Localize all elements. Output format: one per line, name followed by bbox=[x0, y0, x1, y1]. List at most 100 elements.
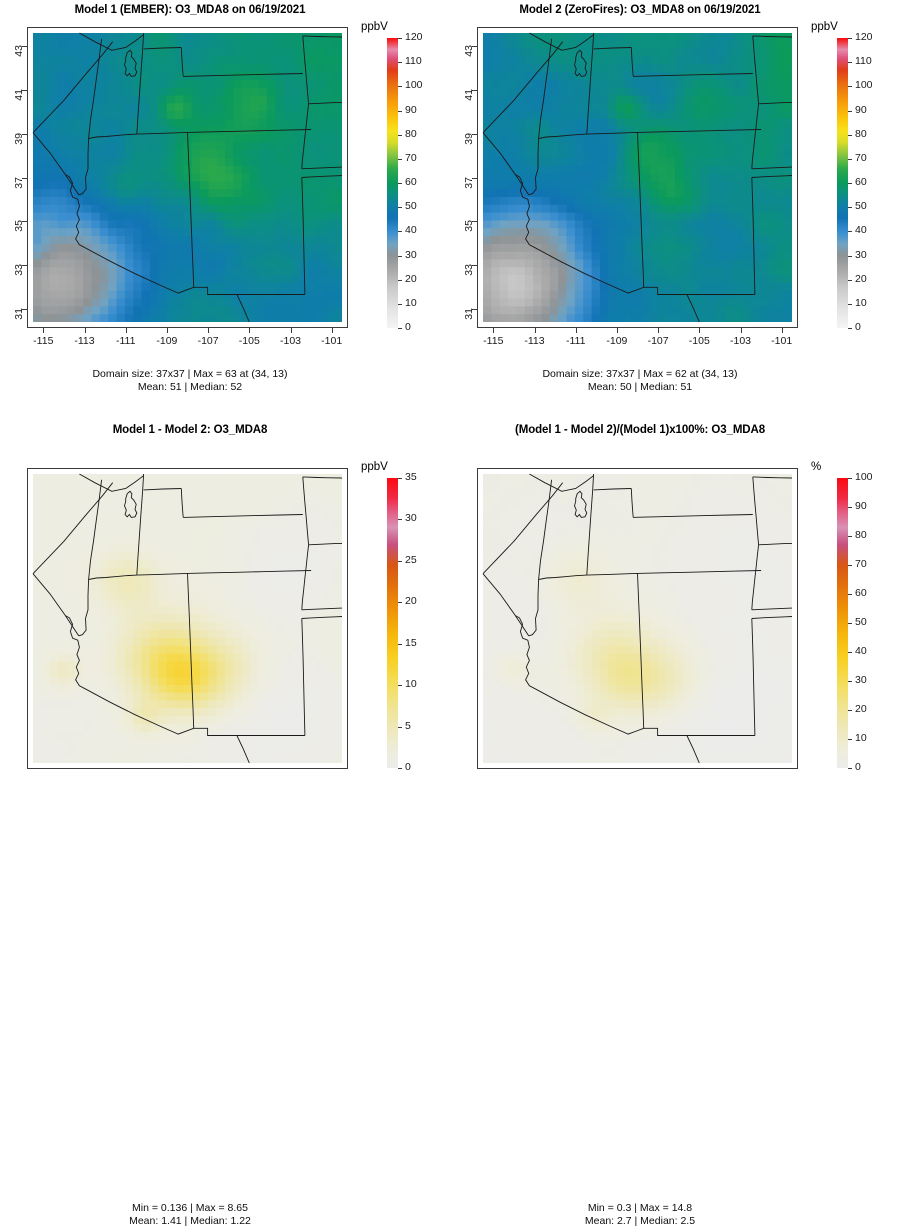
colorbar-tick-mark bbox=[398, 768, 402, 769]
colorbar-tick-mark bbox=[848, 507, 852, 508]
colorbar-tick-mark bbox=[398, 727, 402, 728]
x-tick-label: -101 bbox=[316, 335, 348, 347]
x-tick-mark bbox=[493, 328, 494, 333]
map-panel-model2: Model 2 (ZeroFires): O3_MDA8 on 06/19/20… bbox=[450, 0, 900, 420]
colorbar-tick-mark bbox=[848, 231, 852, 232]
colorbar-tick-mark bbox=[848, 111, 852, 112]
caption-line-1: Domain size: 37x37 | Max = 63 at (34, 13… bbox=[0, 368, 380, 381]
x-tick-mark bbox=[576, 328, 577, 333]
colorbar-tick-mark bbox=[848, 536, 852, 537]
panel-title: (Model 1 - Model 2)/(Model 1)x100%: O3_M… bbox=[450, 424, 830, 436]
colorbar-tick-label: 80 bbox=[855, 529, 867, 541]
x-tick-mark bbox=[249, 328, 250, 333]
colorbar-tick-label: 20 bbox=[855, 273, 867, 285]
colorbar-tick-mark bbox=[398, 519, 402, 520]
colorbar-unit-label: ppbV bbox=[361, 21, 388, 33]
x-tick-label: -109 bbox=[601, 335, 633, 347]
colorbar-tick-label: 60 bbox=[855, 176, 867, 188]
colorbar-tick-label: 0 bbox=[855, 761, 861, 773]
y-tick-label: 37 bbox=[463, 177, 475, 199]
x-tick-mark bbox=[43, 328, 44, 333]
colorbar-tick-label: 50 bbox=[405, 200, 417, 212]
colorbar-tick-label: 40 bbox=[855, 224, 867, 236]
colorbar-tick-label: 90 bbox=[405, 104, 417, 116]
colorbar-tick-label: 0 bbox=[405, 321, 411, 333]
x-tick-mark bbox=[85, 328, 86, 333]
panel-title: Model 1 (EMBER): O3_MDA8 on 06/19/2021 bbox=[0, 4, 380, 16]
colorbar-tick-mark bbox=[848, 280, 852, 281]
colorbar-tick-mark bbox=[398, 38, 402, 39]
caption-line-1: Domain size: 37x37 | Max = 62 at (34, 13… bbox=[450, 368, 830, 381]
colorbar-tick-mark bbox=[848, 159, 852, 160]
colorbar-tick-mark bbox=[848, 62, 852, 63]
x-tick-label: -107 bbox=[192, 335, 224, 347]
colorbar-tick-mark bbox=[398, 231, 402, 232]
y-tick-label: 35 bbox=[463, 220, 475, 242]
colorbar-tick-mark bbox=[398, 183, 402, 184]
colorbar-tick-mark bbox=[848, 652, 852, 653]
panel-caption: Domain size: 37x37 | Max = 63 at (34, 13… bbox=[0, 368, 380, 394]
colorbar-tick-mark bbox=[848, 183, 852, 184]
colorbar-tick-label: 70 bbox=[855, 152, 867, 164]
caption-line-2: Mean: 1.41 | Median: 1.22 bbox=[0, 1215, 380, 1228]
colorbar-tick-mark bbox=[848, 768, 852, 769]
colorbar-tick-label: 60 bbox=[855, 587, 867, 599]
y-tick-label: 37 bbox=[13, 177, 25, 199]
colorbar-tick-label: 30 bbox=[855, 674, 867, 686]
colorbar-tick-mark bbox=[398, 111, 402, 112]
colorbar-tick-label: 30 bbox=[405, 249, 417, 261]
colorbar-tick-mark bbox=[398, 207, 402, 208]
colorbar-tick-label: 100 bbox=[405, 79, 423, 91]
state-boundaries bbox=[28, 28, 347, 327]
y-tick-label: 31 bbox=[463, 308, 475, 330]
y-tick-label: 31 bbox=[13, 308, 25, 330]
x-tick-label: -113 bbox=[519, 335, 551, 347]
x-tick-label: -111 bbox=[110, 335, 142, 347]
x-tick-label: -113 bbox=[69, 335, 101, 347]
colorbar-tick-label: 15 bbox=[405, 637, 417, 649]
colorbar-tick-mark bbox=[398, 62, 402, 63]
caption-line-1: Min = 0.3 | Max = 14.8 bbox=[450, 1202, 830, 1215]
colorbar-tick-mark bbox=[398, 328, 402, 329]
colorbar-tick-label: 20 bbox=[855, 703, 867, 715]
colorbar-tick-label: 40 bbox=[855, 645, 867, 657]
x-tick-label: -103 bbox=[725, 335, 757, 347]
colorbar-tick-mark bbox=[398, 685, 402, 686]
x-tick-label: -107 bbox=[642, 335, 674, 347]
panel-title: Model 1 - Model 2: O3_MDA8 bbox=[0, 424, 380, 436]
x-tick-label: -105 bbox=[233, 335, 265, 347]
colorbar-tick-label: 35 bbox=[405, 471, 417, 483]
colorbar-tick-label: 70 bbox=[855, 558, 867, 570]
panel-caption: Domain size: 37x37 | Max = 62 at (34, 13… bbox=[450, 368, 830, 394]
y-tick-label: 41 bbox=[463, 89, 475, 111]
map-panel-diff_pct: (Model 1 - Model 2)/(Model 1)x100%: O3_M… bbox=[450, 420, 900, 840]
x-tick-label: -111 bbox=[560, 335, 592, 347]
state-boundaries bbox=[478, 28, 797, 327]
colorbar-tick-label: 90 bbox=[855, 104, 867, 116]
colorbar-tick-mark bbox=[398, 602, 402, 603]
x-tick-mark bbox=[167, 328, 168, 333]
colorbar-tick-label: 20 bbox=[405, 273, 417, 285]
colorbar-tick-mark bbox=[848, 135, 852, 136]
y-tick-label: 39 bbox=[463, 133, 475, 155]
colorbar-tick-label: 40 bbox=[405, 224, 417, 236]
colorbar-tick-mark bbox=[848, 207, 852, 208]
colorbar-tick-mark bbox=[848, 304, 852, 305]
x-tick-mark bbox=[741, 328, 742, 333]
colorbar-tick-mark bbox=[398, 256, 402, 257]
colorbar-tick-mark bbox=[848, 623, 852, 624]
x-tick-label: -103 bbox=[275, 335, 307, 347]
x-tick-label: -105 bbox=[683, 335, 715, 347]
colorbar-tick-label: 10 bbox=[855, 732, 867, 744]
x-tick-label: -101 bbox=[766, 335, 798, 347]
x-tick-mark bbox=[782, 328, 783, 333]
caption-line-2: Mean: 51 | Median: 52 bbox=[0, 381, 380, 394]
colorbar-tick-mark bbox=[848, 38, 852, 39]
x-tick-label: -115 bbox=[27, 335, 59, 347]
state-boundaries bbox=[28, 469, 347, 768]
colorbar-tick-mark bbox=[848, 478, 852, 479]
x-tick-mark bbox=[291, 328, 292, 333]
